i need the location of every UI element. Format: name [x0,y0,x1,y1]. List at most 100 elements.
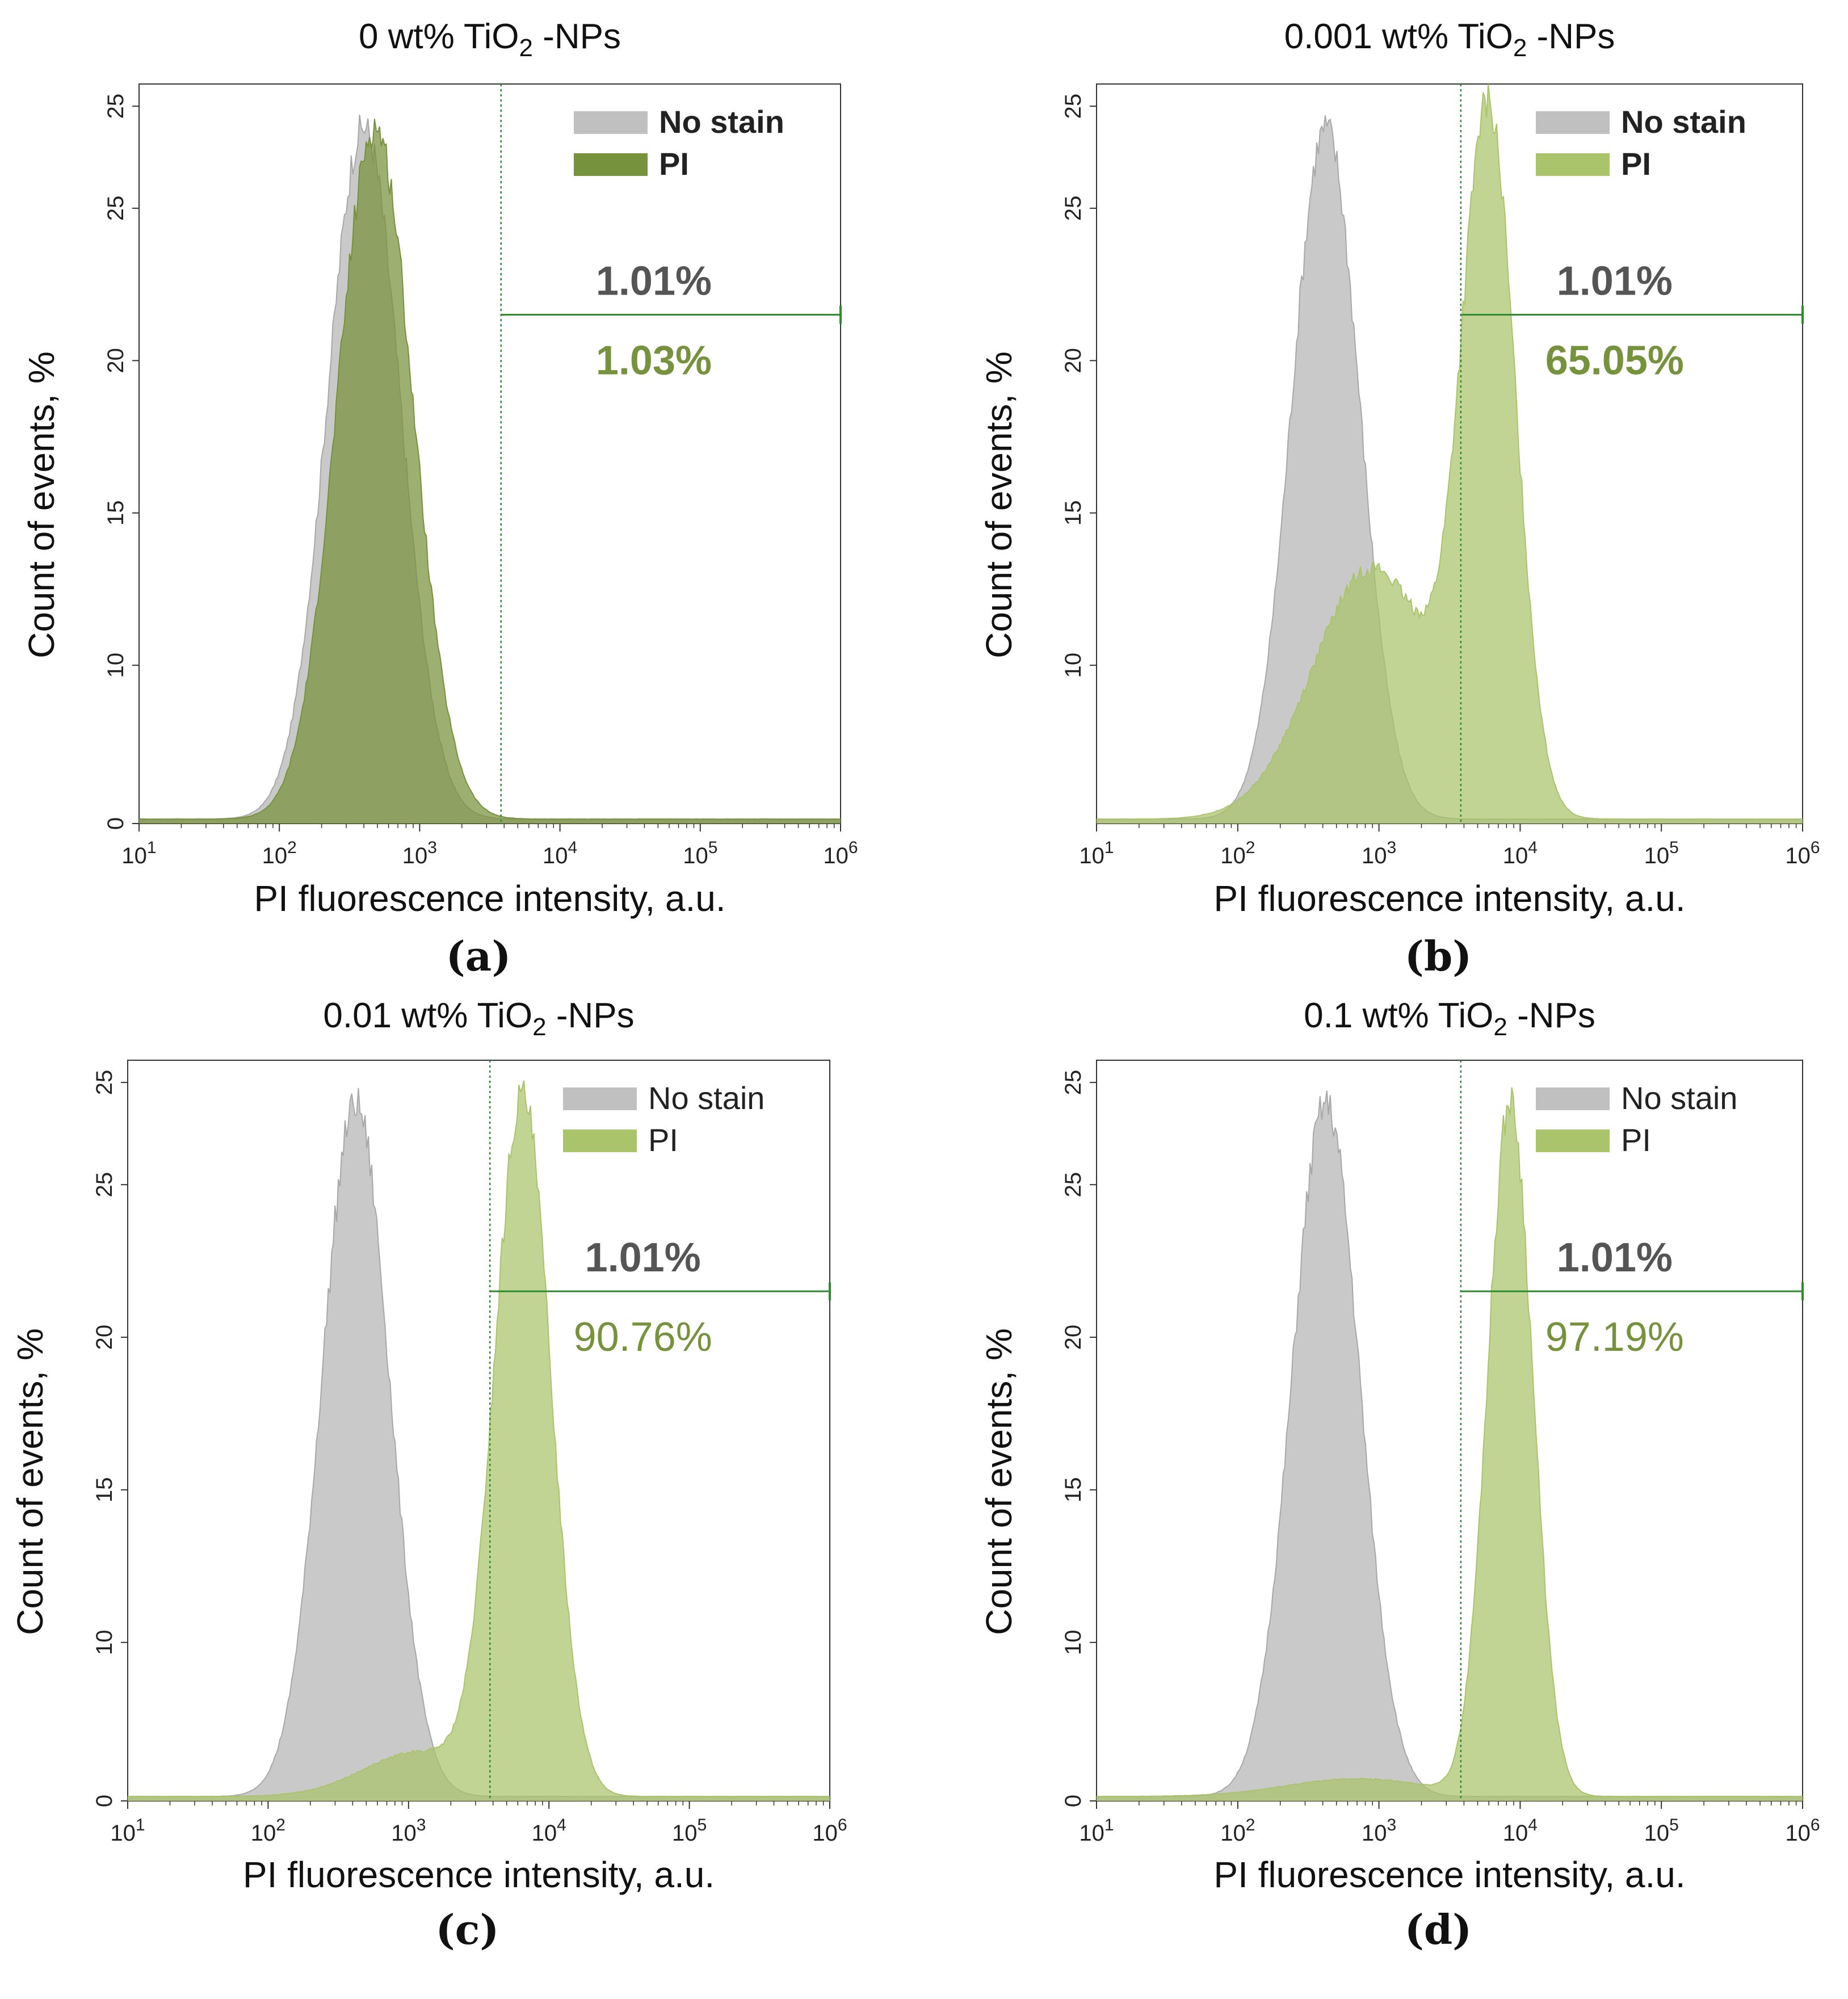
y-tick-label: 25 [1061,94,1086,119]
chart-title-subscript: 2 [519,34,533,62]
x-tick-label: 103 [391,1816,426,1846]
legend-swatch-pi [1536,153,1610,176]
chart-title-subscript: 2 [532,1013,546,1041]
chart-title-prefix: 0.001 wt% TiO [1284,17,1513,56]
legend-label-pi: PI [648,1122,678,1158]
y-axis-label: Count of events, % [978,1328,1019,1635]
legend-label-pi: PI [1621,146,1651,182]
x-tick-label: 103 [1362,838,1396,868]
legend-swatch-no-stain [574,111,648,134]
series-areas [1097,1087,1803,1801]
chart-title-suffix: -NPs [1507,996,1595,1035]
x-axis-label: PI fluorescence intensity, a.u. [1213,878,1685,919]
x-tick-label: 104 [543,838,577,868]
panel-label: (a) [446,932,511,980]
y-tick-label: 25 [92,1172,117,1198]
series-areas [1097,84,1803,824]
x-tick-label: 105 [1644,838,1679,868]
y-axis-label: Count of events, % [978,351,1019,658]
x-tick-label: 101 [110,1816,145,1846]
x-tick-label: 106 [1785,1816,1820,1846]
series-area-pi [128,1080,830,1801]
y-tick-label: 10 [103,653,128,678]
y-tick-label: 20 [92,1325,117,1350]
series-area-pi [139,119,841,824]
chart-title: 0.01 wt% TiO2 -NPs [323,996,634,1041]
chart-title-prefix: 0.01 wt% TiO [323,996,532,1035]
chart-panel-3: 0.1 wt% TiO2 -NPs 1.01% 97.19% No stain PI 10… [978,996,1820,1954]
x-axis-label: PI fluorescence intensity, a.u. [1213,1854,1685,1895]
gate-pct-pi: 65.05% [1545,338,1684,384]
y-tick-label: 0 [103,817,128,830]
x-tick-label: 102 [262,838,297,868]
x-tick-label: 105 [1644,1816,1679,1846]
chart-panel-1: 0.001 wt% TiO2 -NPs 1.01% 65.05% No stain PI… [978,17,1820,980]
gate-pct-pi: 1.03% [596,338,712,384]
y-tick-label: 25 [92,1070,117,1095]
plot-area [1096,1060,1803,1801]
legend-label-no-stain: No stain [648,1080,765,1116]
chart-title-prefix: 0.1 wt% TiO [1304,996,1493,1035]
chart-title-prefix: 0 wt% TiO [359,17,519,56]
x-tick-label: 101 [121,838,156,868]
gate-pct-pi: 97.19% [1545,1315,1684,1360]
chart-title: 0.001 wt% TiO2 -NPs [1284,17,1615,62]
gate-pct-no-stain: 1.01% [1557,259,1673,304]
y-tick-label: 25 [1061,196,1086,221]
y-tick-label: 10 [1061,653,1086,678]
chart-title-subscript: 2 [1513,34,1527,62]
y-tick-label: 15 [1061,500,1086,526]
x-tick-label: 105 [683,838,717,868]
legend-label-pi: PI [659,146,689,182]
gate-pct-no-stain: 1.01% [585,1235,701,1280]
y-axis-label: Count of events, % [21,351,62,658]
x-tick-label: 106 [1785,838,1820,868]
y-tick-label: 10 [92,1630,117,1655]
series-areas [139,114,841,824]
legend-swatch-no-stain [563,1087,637,1110]
y-tick-label: 20 [103,348,128,373]
x-axis-label: PI fluorescence intensity, a.u. [254,878,725,919]
y-tick-label: 20 [1061,348,1086,373]
legend-label-pi: PI [1621,1122,1651,1158]
x-tick-label: 101 [1079,1816,1114,1846]
y-tick-label: 20 [1061,1325,1086,1350]
series-area-pi [1097,1087,1803,1801]
legend-swatch-pi [563,1129,637,1152]
y-tick-label: 15 [1061,1477,1086,1503]
legend-label-no-stain: No stain [1621,1080,1737,1116]
gate-pct-no-stain: 1.01% [596,259,712,304]
chart-panel-0: 0 wt% TiO2 -NPs 1.01% 1.03% No stain PI 101 10… [21,17,858,980]
chart-title-suffix: -NPs [547,996,635,1035]
x-tick-label: 103 [1362,1816,1396,1846]
y-tick-label: 0 [1061,1795,1086,1807]
x-tick-label: 103 [402,838,437,868]
legend-swatch-no-stain [1536,111,1610,134]
chart-title-subscript: 2 [1493,1013,1507,1041]
legend-swatch-no-stain [1536,1087,1610,1110]
series-area-pi [1097,84,1803,824]
x-tick-label: 104 [532,1816,566,1846]
panel-label: (b) [1405,932,1472,980]
y-tick-label: 15 [103,500,128,526]
y-tick-label: 25 [103,196,128,221]
chart-title-suffix: -NPs [1527,17,1615,56]
legend-swatch-pi [574,153,648,176]
gate-pct-pi: 90.76% [574,1315,712,1360]
x-tick-label: 104 [1503,838,1538,868]
y-tick-label: 25 [1061,1172,1086,1198]
x-tick-label: 101 [1079,838,1114,868]
plot-area [138,83,841,824]
chart-title: 0.1 wt% TiO2 -NPs [1304,996,1595,1041]
x-axis-label: PI fluorescence intensity, a.u. [243,1854,715,1895]
x-tick-label: 105 [672,1816,707,1846]
panel-label: (d) [1405,1905,1472,1954]
x-tick-label: 106 [812,1816,847,1846]
series-areas [128,1080,830,1801]
y-tick-label: 0 [92,1795,117,1807]
y-axis-label: Count of events, % [10,1328,51,1635]
gate-pct-no-stain: 1.01% [1557,1235,1673,1280]
x-tick-label: 102 [1220,838,1255,868]
y-tick-label: 10 [1061,1630,1086,1655]
